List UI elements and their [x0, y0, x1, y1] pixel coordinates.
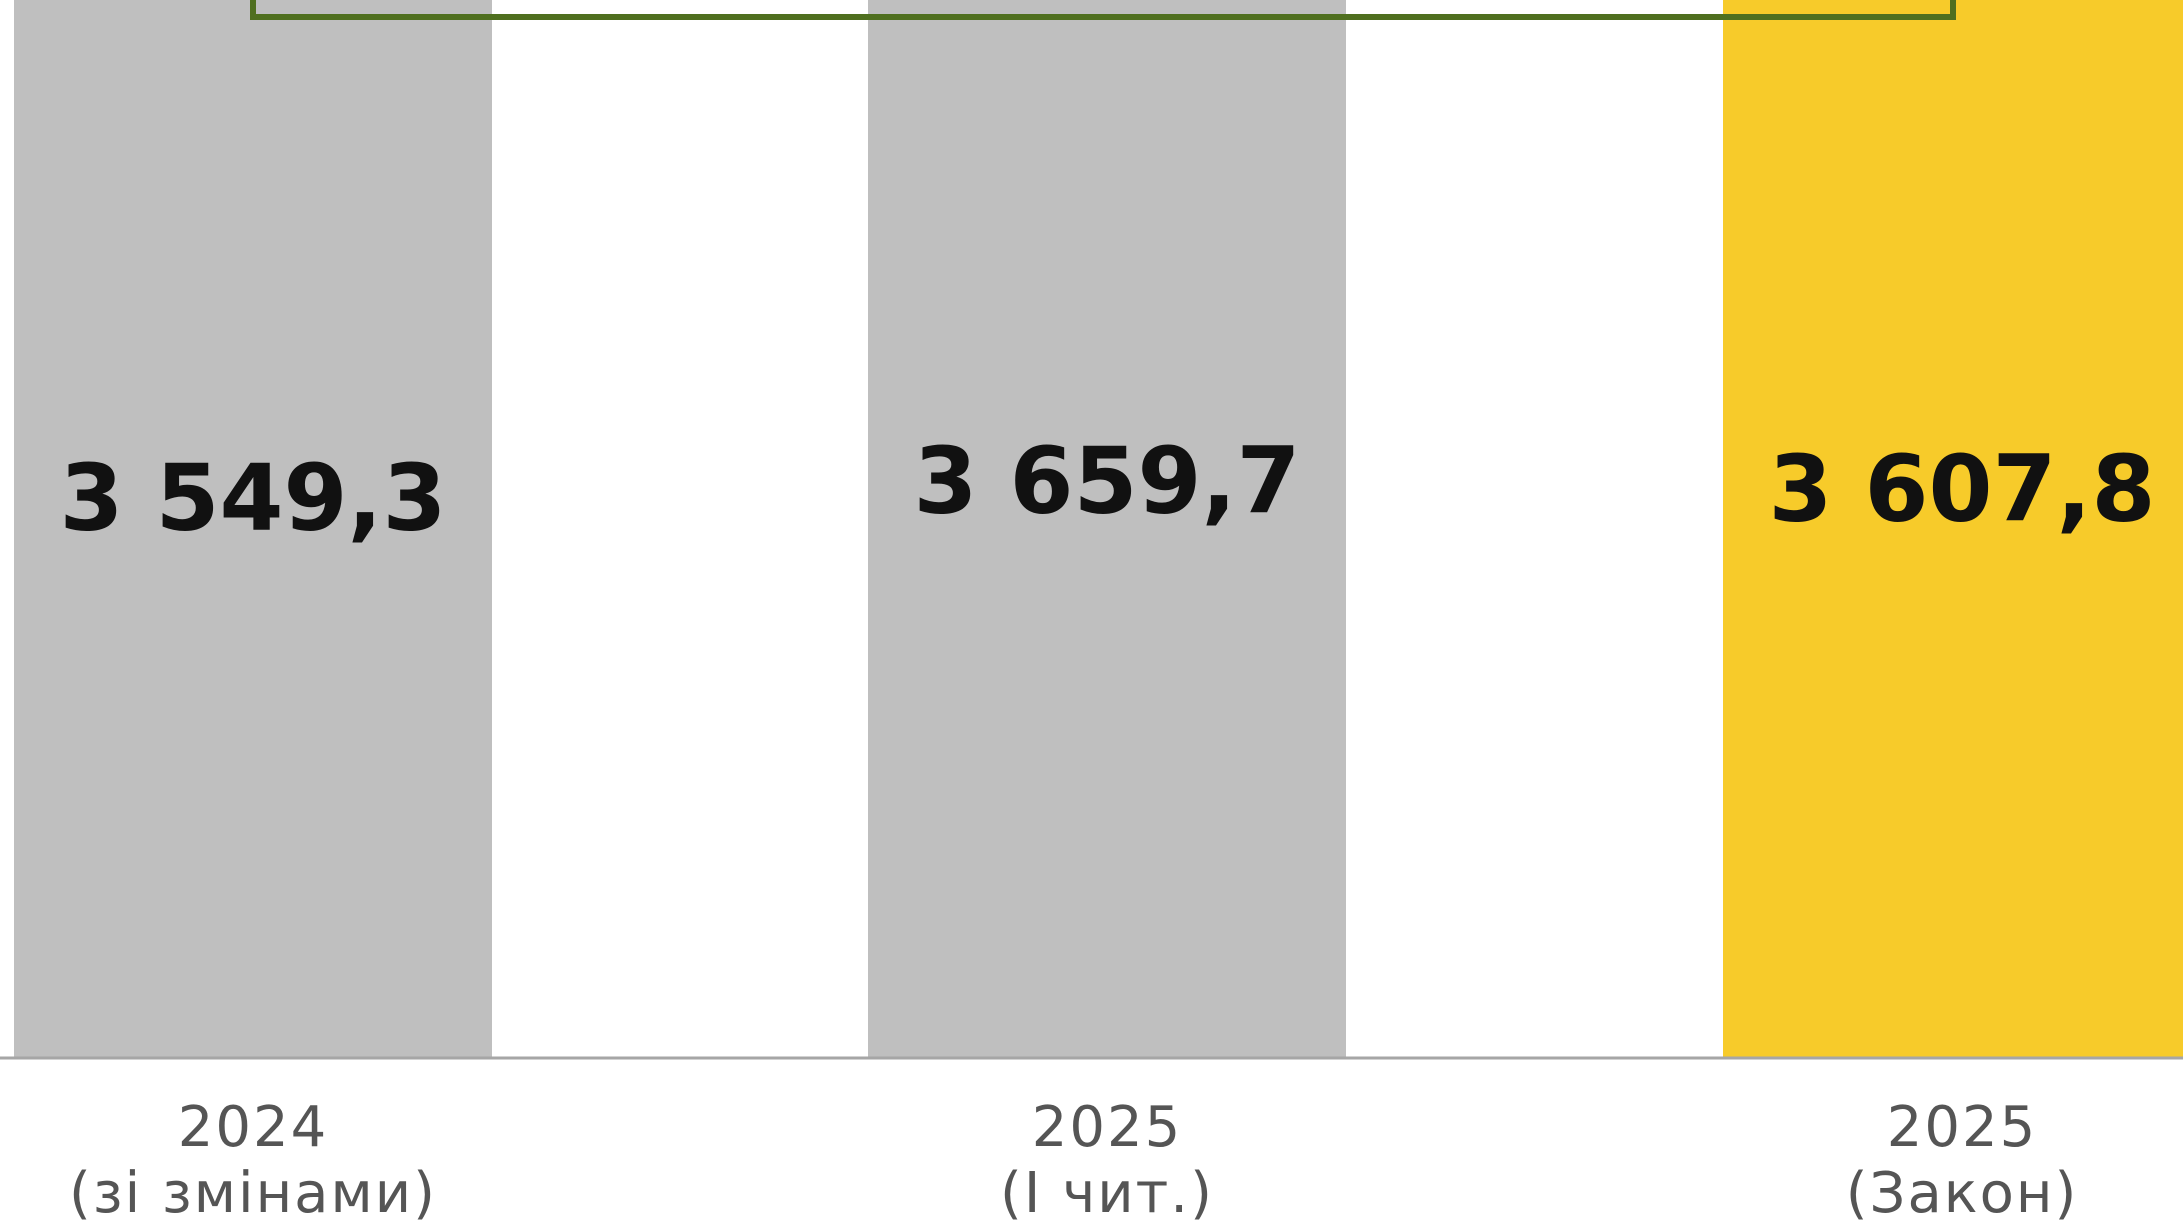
- bar-value-label-0: 3 549,3: [59, 445, 446, 552]
- bar-2: [1723, 0, 2183, 1058]
- change-arrow-line: [250, 0, 1956, 20]
- bar-value-label-1: 3 659,7: [913, 427, 1300, 534]
- category-label-0-line-0: 2024: [178, 1095, 329, 1160]
- category-label-1-line-0: 2025: [1032, 1095, 1183, 1160]
- bars: 3 549,3 3 659,7 3 607,8: [14, 0, 2183, 1059]
- category-label-1-line-1: (І чит.): [1000, 1161, 1214, 1220]
- change-arrow: [250, 0, 1956, 20]
- bar-0: [14, 0, 492, 1059]
- bar-value-label-2: 3 607,8: [1768, 435, 2155, 542]
- bar-1: [868, 0, 1346, 1059]
- category-label-0-line-1: (зі змінами): [69, 1161, 437, 1220]
- category-label-2-line-1: (Закон): [1846, 1161, 2079, 1220]
- category-labels: 2024(зі змінами)2025(І чит.)2025(Закон): [69, 1095, 2079, 1220]
- category-label-2-line-0: 2025: [1887, 1095, 2038, 1160]
